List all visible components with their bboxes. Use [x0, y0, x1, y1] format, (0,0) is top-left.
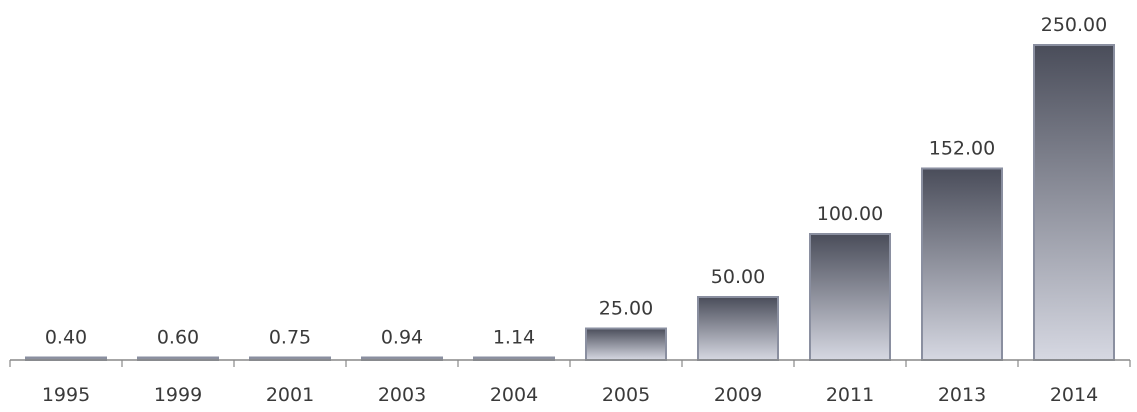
x-tick-label: 2003	[378, 384, 426, 406]
x-tick-label: 2005	[602, 384, 650, 406]
value-label: 0.94	[381, 327, 423, 349]
x-tick-label: 2013	[938, 384, 986, 406]
value-label: 0.40	[45, 327, 87, 349]
value-label: 250.00	[1041, 14, 1107, 36]
x-tick-label: 2014	[1050, 384, 1098, 406]
x-tick-label: 1995	[42, 384, 90, 406]
x-tick-label: 2009	[714, 384, 762, 406]
value-label: 50.00	[711, 266, 765, 288]
x-axis-ticks	[9, 360, 1131, 367]
bars-layer	[25, 44, 1115, 361]
x-axis-tick-labels: 1995 1999 2001 2003 2004 2005 2009 2011 2013 2014	[42, 384, 1098, 406]
x-tick-label: 2004	[490, 384, 538, 406]
value-label: 0.60	[157, 327, 199, 349]
value-label: 25.00	[599, 298, 653, 320]
bar-2014	[1033, 44, 1115, 361]
value-labels-layer: 0.40 0.60 0.75 0.94 1.14 25.00 50.00 100.00 152.…	[45, 14, 1107, 349]
bar-2009	[697, 296, 779, 361]
x-tick-label: 2001	[266, 384, 314, 406]
x-tick-label: 1999	[154, 384, 202, 406]
value-label: 0.75	[269, 327, 311, 349]
bar-2013	[921, 167, 1003, 361]
bar-2011	[809, 233, 891, 361]
value-label: 100.00	[817, 203, 883, 225]
x-tick-label: 2011	[826, 384, 874, 406]
value-label: 152.00	[929, 137, 995, 159]
bar-2005	[585, 327, 667, 361]
value-label: 1.14	[493, 327, 535, 349]
